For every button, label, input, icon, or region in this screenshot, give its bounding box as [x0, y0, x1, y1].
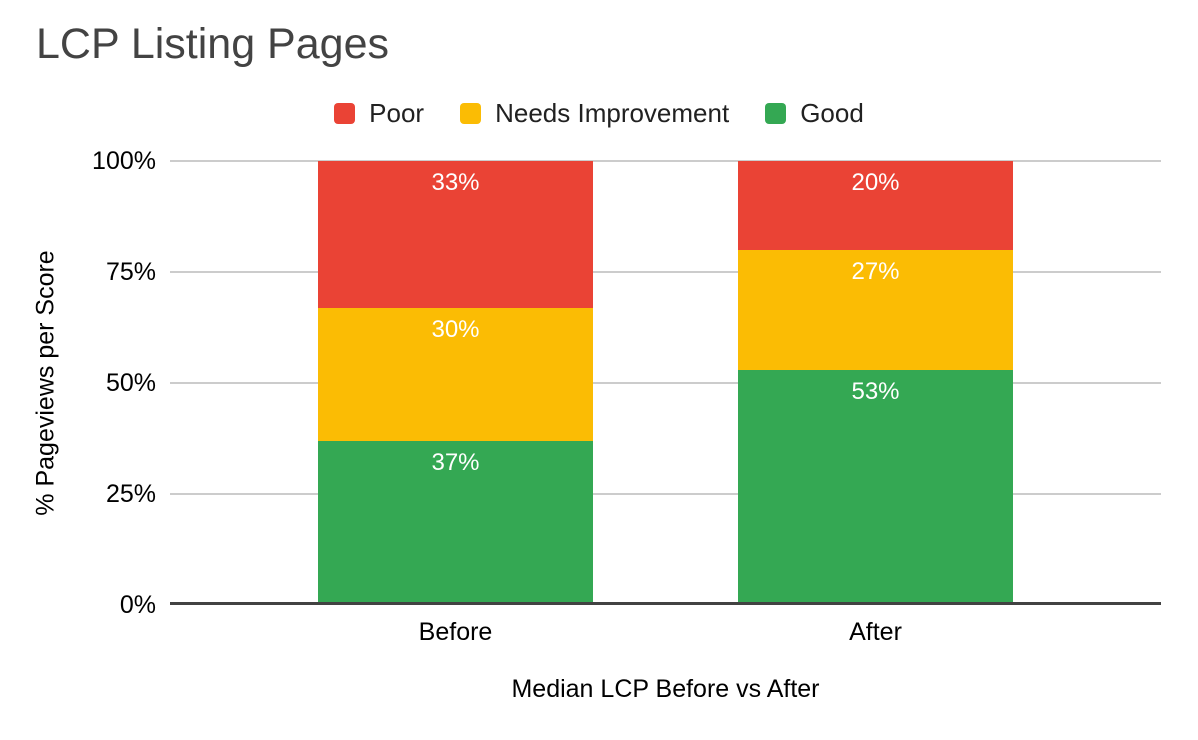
bar-before: 33% 30% 37% — [318, 161, 593, 605]
legend-swatch-icon — [765, 102, 787, 124]
y-tick-label: 0% — [119, 591, 156, 619]
x-tick-label: Before — [418, 618, 493, 646]
bar-segment-label: 27% — [851, 257, 900, 285]
y-tick-label: 75% — [105, 258, 156, 286]
x-axis-title: Median LCP Before vs After — [511, 675, 820, 703]
gridline — [170, 271, 1161, 273]
bar-after: 20% 27% 53% — [738, 161, 1013, 605]
y-tick-label: 100% — [92, 147, 156, 175]
legend-label: Good — [800, 97, 864, 128]
bar-segment-label: 33% — [431, 169, 480, 196]
bar-segment-label: 30% — [431, 315, 480, 343]
x-axis-line — [170, 602, 1161, 605]
legend: Poor Needs Improvement Good — [0, 96, 1198, 130]
bar-segment: 27% — [738, 249, 1013, 370]
legend-swatch-icon — [460, 102, 482, 124]
bar-segment: 33% — [318, 161, 593, 308]
plot-area: 33% 30% 37% 20% 27% 53% — [170, 160, 1161, 605]
bar-segment: 53% — [738, 369, 1013, 605]
gridline — [170, 160, 1161, 162]
legend-swatch-icon — [334, 102, 356, 124]
legend-label: Poor — [369, 97, 425, 128]
bar-segment-label: 20% — [851, 169, 900, 196]
chart-title: LCP Listing Pages — [36, 20, 389, 68]
legend-item: Poor — [334, 98, 424, 129]
x-axis-ticks: Before After — [170, 618, 1161, 648]
bar-segment: 20% — [738, 161, 1013, 250]
legend-item: Good — [765, 98, 864, 129]
bar-segment-label: 53% — [851, 377, 900, 405]
x-tick-label: After — [849, 618, 902, 646]
gridline — [170, 493, 1161, 495]
y-tick-label: 25% — [105, 480, 156, 508]
bar-segment: 37% — [318, 440, 593, 605]
bar-segment: 30% — [318, 307, 593, 441]
legend-label: Needs Improvement — [495, 97, 730, 128]
y-axis-title: % Pageviews per Score — [31, 250, 60, 516]
gridline — [170, 382, 1161, 384]
y-tick-label: 50% — [105, 369, 156, 397]
bar-segment-label: 37% — [431, 448, 480, 476]
legend-item: Needs Improvement — [460, 98, 729, 129]
y-axis-ticks: 0% 25% 50% 75% 100% — [0, 148, 156, 618]
